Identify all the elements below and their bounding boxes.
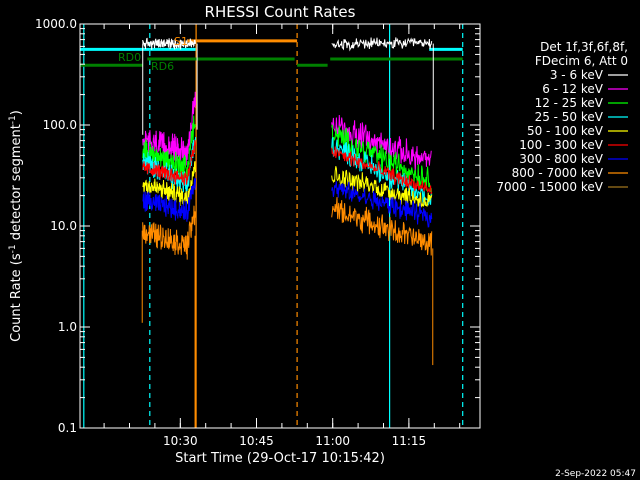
legend-label-7: 300 - 800 keV — [519, 152, 603, 166]
legend-label-4: 25 - 50 keV — [535, 110, 604, 124]
y-tick-label-5: 0.1 — [58, 421, 77, 435]
series-line-1 — [142, 37, 433, 52]
segment-label-rd0: RD0 — [118, 51, 141, 64]
y-tick-label-1: 1000.0 — [35, 17, 77, 31]
legend-label-8: 800 - 7000 keV — [512, 166, 604, 180]
legend-label-9: 7000 - 15000 keV — [496, 180, 603, 194]
x-tick-label-1: 10:30 — [163, 434, 198, 448]
x-axis-label: Start Time (29-Oct-17 10:15:42) — [175, 451, 385, 466]
x-tick-label-4: 11:15 — [392, 434, 427, 448]
series-line-7 — [142, 178, 433, 228]
legend-header-2: FDecim 6, Att 0 — [535, 54, 628, 68]
legend-label-6: 100 - 300 keV — [519, 138, 603, 152]
legend-label-2: 6 - 12 keV — [542, 82, 604, 96]
x-tick-label-3: 11:00 — [315, 434, 350, 448]
footer-date: 2-Sep-2022 05:47 — [555, 469, 636, 479]
y-tick-label-4: 1.0 — [58, 320, 77, 334]
x-tick-label-2: 10:45 — [239, 434, 274, 448]
y-axis-label: Count Rate (s-1 detector segment-1) — [8, 110, 24, 342]
series-line-6 — [142, 140, 433, 195]
series-line-8 — [142, 197, 433, 260]
legend-label-1: 3 - 6 keV — [550, 68, 604, 82]
segment-label-s1: S1 — [174, 35, 188, 48]
chart-title: RHESSI Count Rates — [205, 3, 356, 21]
legend-header-1: Det 1f,3f,6f,8f, — [540, 40, 628, 54]
series-line-3 — [142, 115, 433, 196]
legend-label-3: 12 - 25 keV — [535, 96, 604, 110]
y-tick-label-3: 10.0 — [50, 219, 77, 233]
legend-label-5: 50 - 100 keV — [527, 124, 604, 138]
segment-label-rd6: RD6 — [151, 60, 174, 73]
y-tick-label-2: 100.0 — [43, 118, 77, 132]
